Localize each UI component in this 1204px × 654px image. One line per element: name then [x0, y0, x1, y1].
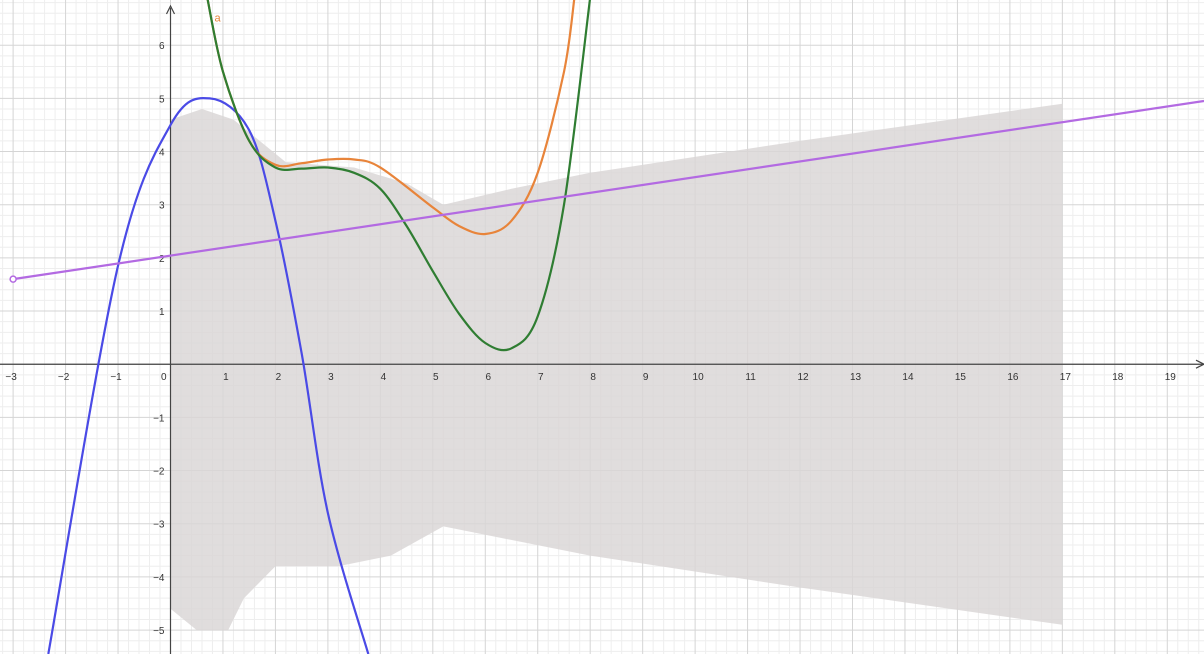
x-tick-label: 16 — [1007, 372, 1019, 383]
y-tick-label: −3 — [153, 520, 165, 531]
x-tick-labels: −3 −2 −1 1 2 3 4 5 6 7 8 9 10 11 12 13 14 15 16 17 18 190 — [5, 372, 1176, 383]
series-line-3[interactable] — [12, 99, 1204, 281]
series-curves: a — [9, 0, 1204, 654]
y-tick-label: 3 — [159, 201, 165, 212]
photo-icon — [170, 103, 1063, 631]
x-tick-label: −2 — [58, 372, 70, 383]
x-tick-label: 14 — [902, 372, 914, 383]
y-tick-label: −2 — [153, 467, 165, 478]
x-tick-label: 17 — [1060, 372, 1072, 383]
x-tick-label: 15 — [955, 372, 967, 383]
background-image — [170, 103, 1063, 631]
axes — [0, 4, 1204, 654]
x-tick-label: 13 — [850, 372, 862, 383]
x-tick-label: 2 — [276, 372, 282, 383]
y-tick-label: −5 — [153, 626, 165, 637]
series-line-0[interactable] — [47, 97, 370, 654]
x-tick-label: 4 — [381, 372, 387, 383]
y-axis-arrow-icon — [165, 4, 176, 15]
y-tick-label: 1 — [159, 307, 165, 318]
x-tick-label: 5 — [433, 372, 439, 383]
origin-label: 0 — [161, 372, 167, 383]
x-tick-label: 10 — [693, 372, 705, 383]
y-tick-label: −1 — [153, 413, 165, 424]
y-tick-labels: −5 −4 −3 −2 −1 1 2 3 4 5 6 — [153, 41, 165, 637]
x-axis-arrow-icon — [1195, 359, 1204, 369]
x-tick-label: 3 — [328, 372, 334, 383]
y-tick-label: 5 — [159, 94, 165, 105]
series-line-2[interactable] — [206, 0, 591, 352]
x-tick-label: 19 — [1165, 372, 1177, 383]
x-tick-label: 18 — [1112, 372, 1124, 383]
x-tick-label: 6 — [485, 372, 491, 383]
x-tick-label: 7 — [538, 372, 544, 383]
x-tick-label: 12 — [797, 372, 809, 383]
line-endpoint-point[interactable] — [9, 275, 17, 283]
x-tick-label: 9 — [643, 372, 649, 383]
x-tick-label: −3 — [5, 372, 17, 383]
x-tick-label: −1 — [110, 372, 122, 383]
x-tick-label: 1 — [223, 372, 229, 383]
x-tick-label: 8 — [590, 372, 596, 383]
series-label: a — [214, 12, 221, 24]
y-tick-label: 6 — [159, 41, 165, 52]
y-tick-label: −4 — [153, 573, 165, 584]
x-tick-label: 11 — [745, 372, 756, 383]
y-tick-label: 2 — [159, 254, 165, 265]
y-tick-label: 4 — [159, 148, 165, 159]
